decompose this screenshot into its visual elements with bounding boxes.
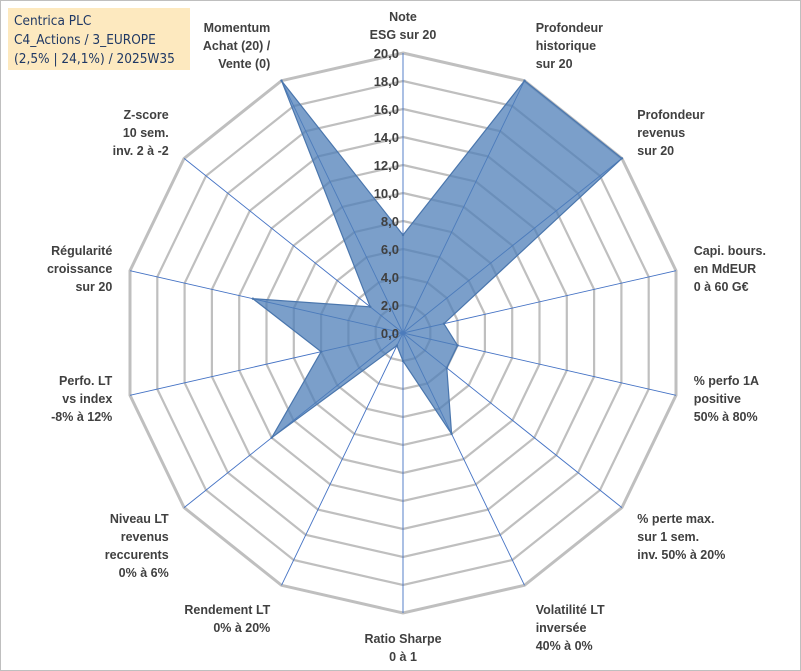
axis-label-line: 50% à 80% [694, 410, 758, 424]
axis-label-line: vs index [62, 392, 112, 406]
series-point [280, 79, 283, 82]
series-point [369, 305, 372, 308]
series-point [523, 79, 526, 82]
series-point [270, 436, 273, 439]
axis-label-line: Z-score [124, 108, 169, 122]
axis-label-line: inversée [536, 621, 587, 635]
axis-label-line: 0% à 20% [213, 621, 270, 635]
title-line-2: C4_Actions / 3_EUROPE [14, 32, 156, 48]
axis-label-line: Régularité [51, 244, 112, 258]
series-point [445, 366, 448, 370]
axis-label: Volatilité LT inversée 40% à 0% [536, 603, 605, 653]
axis-label-line: Note [389, 10, 417, 24]
axis-label-line: revenus [637, 126, 685, 140]
axis-label-line: revenus [121, 530, 169, 544]
axis-label-line: -8% à 12% [51, 410, 112, 424]
axis-spoke [281, 332, 404, 586]
axis-label-line: Capi. bours. [694, 244, 766, 258]
tick-label: 14,0 [374, 130, 399, 145]
axis-label: Niveau LT revenus reccurents 0% à 6% [105, 512, 169, 580]
axis-label-line: 0 à 60 G€ [694, 280, 749, 294]
axis-label-line: reccurents [105, 548, 169, 562]
axis-label-line: Profondeur [637, 108, 704, 122]
axis-label-line: % perte max. [637, 512, 714, 526]
tick-label: 8,0 [381, 214, 399, 229]
series-point [456, 344, 459, 347]
axis-label-line: sur 20 [75, 280, 112, 294]
axis-label-line: inv. 50% à 20% [637, 548, 725, 562]
title-box: Centrica PLC C4_Actions / 3_EUROPE (2,5%… [8, 8, 190, 70]
series-point [442, 322, 446, 325]
axis-label-line: positive [694, 392, 741, 406]
series-point [450, 432, 453, 436]
axis-label: Rendement LT 0% à 20% [184, 603, 270, 635]
axis-label-line: croissance [47, 262, 112, 276]
title-line-1: Centrica PLC [14, 13, 92, 29]
series-point [319, 350, 323, 353]
axis-label: Ratio Sharpe 0 à 1 [364, 632, 441, 664]
axis-label-line: Momentum [204, 21, 271, 35]
axis-label-line: 0% à 6% [119, 566, 169, 580]
axis-label: Z-score 10 sem. inv. 2 à -2 [113, 108, 169, 158]
axis-label: Capi. bours. en MdEUR 0 à 60 G€ [694, 244, 766, 294]
axis-label-line: Ratio Sharpe [364, 632, 441, 646]
tick-label: 18,0 [374, 74, 399, 89]
axis-label-line: Niveau LT [110, 512, 169, 526]
axis-label-line: Profondeur [536, 21, 603, 35]
tick-label: 12,0 [374, 158, 399, 173]
axis-label: Régularité croissance sur 20 [47, 244, 112, 294]
axis-label-line: historique [536, 39, 596, 53]
axis-spoke [402, 270, 677, 334]
axis-label-line: 0 à 1 [389, 650, 417, 664]
axis-label-line: inv. 2 à -2 [113, 144, 169, 158]
axis-label-line: sur 20 [536, 57, 573, 71]
axis-label-line: Perfo. LT [59, 374, 113, 388]
tick-label: 10,0 [374, 186, 399, 201]
axis-label-line: % perfo 1A [694, 374, 759, 388]
axis-label: Perfo. LT vs index -8% à 12% [51, 374, 113, 424]
tick-label: 4,0 [381, 270, 399, 285]
radar-tick-labels: 0,0 2,0 4,0 6,0 8,0 10,0 12,0 14,0 16,0 18,0 20,0 [374, 46, 399, 341]
tick-label: 2,0 [381, 298, 399, 313]
axis-label-line: Volatilité LT [536, 603, 605, 617]
axis-label-line: Vente (0) [218, 57, 270, 71]
radar-series [250, 79, 624, 439]
axis-label-line: sur 20 [637, 144, 674, 158]
title-line-3: (2,5% | 24,1%) / 2025W35 [14, 51, 175, 67]
axis-label: % perte max. sur 1 sem. inv. 50% à 20% [637, 512, 725, 562]
axis-label-line: en MdEUR [694, 262, 757, 276]
axis-label-line: sur 1 sem. [637, 530, 699, 544]
axis-label: % perfo 1A positive 50% à 80% [694, 374, 759, 424]
axis-label-line: Achat (20) / [203, 39, 271, 53]
series-area [250, 79, 623, 439]
radar-axis-labels: Note ESG sur 20 Profondeur historique sur 20… [47, 10, 766, 664]
axis-label: Profondeur revenus sur 20 [637, 108, 704, 158]
series-point [395, 344, 399, 347]
axis-label: Profondeur historique sur 20 [536, 21, 603, 71]
tick-label: 20,0 [374, 46, 399, 61]
axis-label-line: Rendement LT [184, 603, 270, 617]
axis-label-line: 10 sem. [123, 126, 169, 140]
axis-label-line: 40% à 0% [536, 639, 593, 653]
axis-label: Note ESG sur 20 [370, 10, 437, 42]
axis-label-line: ESG sur 20 [370, 28, 437, 42]
tick-label: 0,0 [381, 326, 399, 341]
axis-spoke [183, 158, 404, 334]
series-point [251, 297, 255, 300]
axis-label: Momentum Achat (20) / Vente (0) [203, 21, 271, 71]
series-point [401, 233, 405, 237]
series-point [401, 359, 405, 363]
series-point [620, 157, 624, 160]
tick-label: 16,0 [374, 102, 399, 117]
tick-label: 6,0 [381, 242, 399, 257]
